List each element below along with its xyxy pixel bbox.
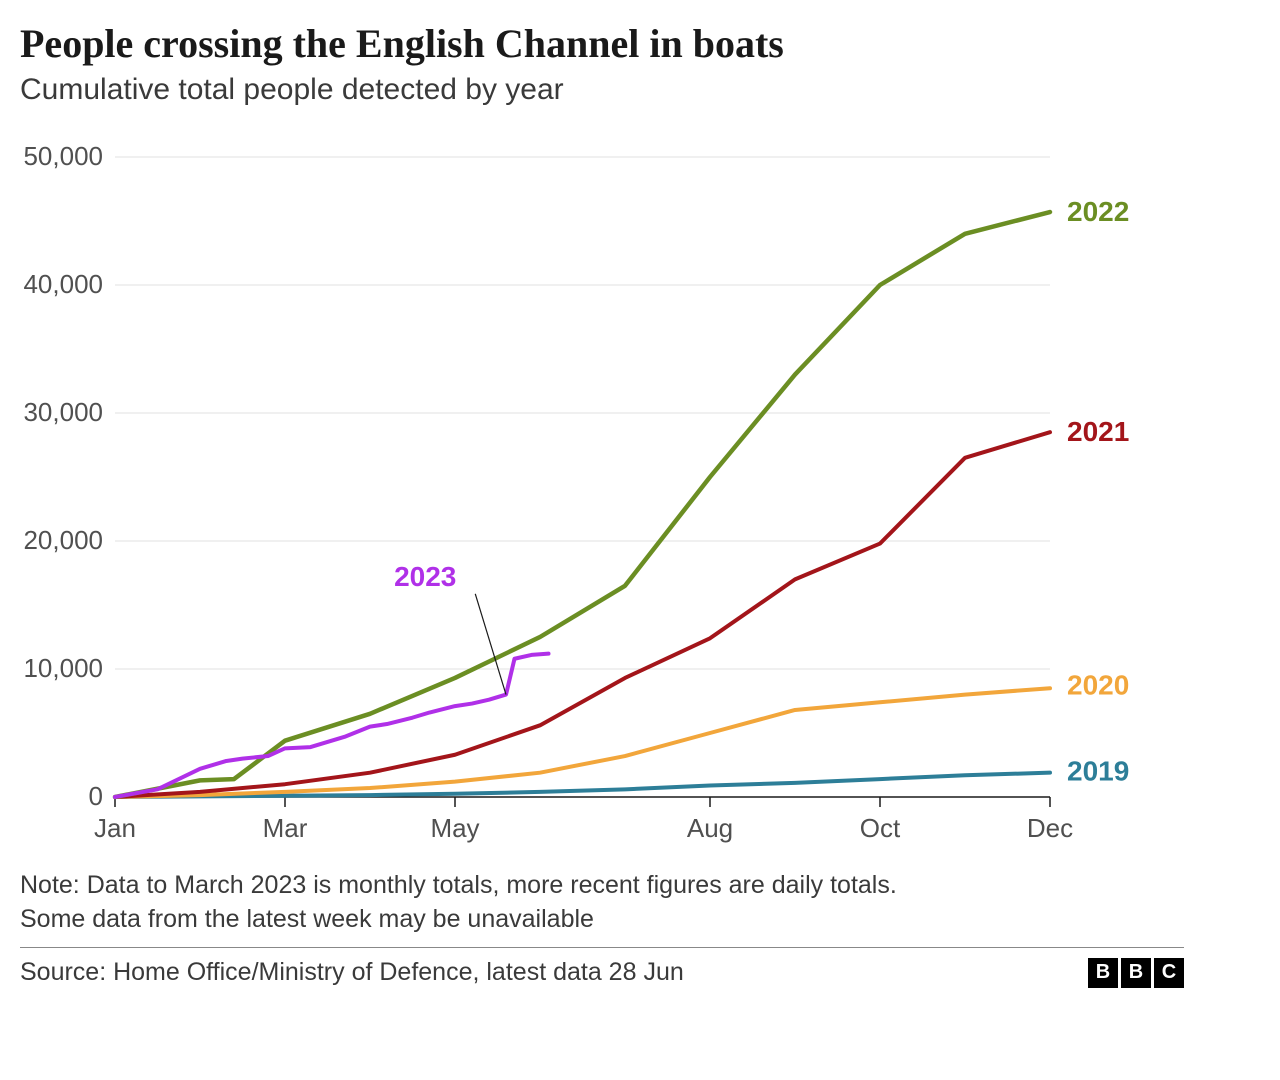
svg-text:Mar: Mar bbox=[263, 813, 308, 843]
series-label-2022: 2022 bbox=[1067, 196, 1129, 227]
svg-text:30,000: 30,000 bbox=[23, 397, 103, 427]
series-2021 bbox=[115, 432, 1050, 797]
svg-text:May: May bbox=[430, 813, 479, 843]
line-chart-svg: 0 10,000 20,000 30,000 40,000 50,000 Jan Mar May… bbox=[20, 137, 1170, 857]
chart-title: People crossing the English Channel in b… bbox=[20, 20, 1184, 67]
bbc-logo-b1: B bbox=[1088, 958, 1118, 988]
chart-footer: Source: Home Office/Ministry of Defence,… bbox=[20, 947, 1184, 988]
series-label-2023: 2023 bbox=[394, 561, 456, 592]
svg-text:10,000: 10,000 bbox=[23, 653, 103, 683]
series-label-2021: 2021 bbox=[1067, 416, 1129, 447]
note-line-2: Some data from the latest week may be un… bbox=[20, 903, 1184, 937]
svg-text:50,000: 50,000 bbox=[23, 141, 103, 171]
series-label-2020: 2020 bbox=[1067, 670, 1129, 701]
bbc-logo-c: C bbox=[1154, 958, 1184, 988]
series-2020 bbox=[115, 688, 1050, 797]
svg-text:0: 0 bbox=[89, 781, 103, 811]
series-2022 bbox=[115, 212, 1050, 797]
source-text: Source: Home Office/Ministry of Defence,… bbox=[20, 958, 684, 987]
svg-text:20,000: 20,000 bbox=[23, 525, 103, 555]
chart-area: 0 10,000 20,000 30,000 40,000 50,000 Jan Mar May… bbox=[20, 137, 1184, 857]
chart-note: Note: Data to March 2023 is monthly tota… bbox=[20, 857, 1184, 947]
svg-text:Aug: Aug bbox=[687, 813, 733, 843]
bbc-logo: B B C bbox=[1088, 958, 1184, 988]
note-line-1: Note: Data to March 2023 is monthly tota… bbox=[20, 869, 1184, 903]
chart-subtitle: Cumulative total people detected by year bbox=[20, 73, 1184, 107]
svg-text:Oct: Oct bbox=[860, 813, 901, 843]
series-label-2019: 2019 bbox=[1067, 755, 1129, 786]
svg-text:40,000: 40,000 bbox=[23, 269, 103, 299]
svg-text:Dec: Dec bbox=[1027, 813, 1073, 843]
svg-text:Jan: Jan bbox=[94, 813, 136, 843]
bbc-logo-b2: B bbox=[1121, 958, 1151, 988]
